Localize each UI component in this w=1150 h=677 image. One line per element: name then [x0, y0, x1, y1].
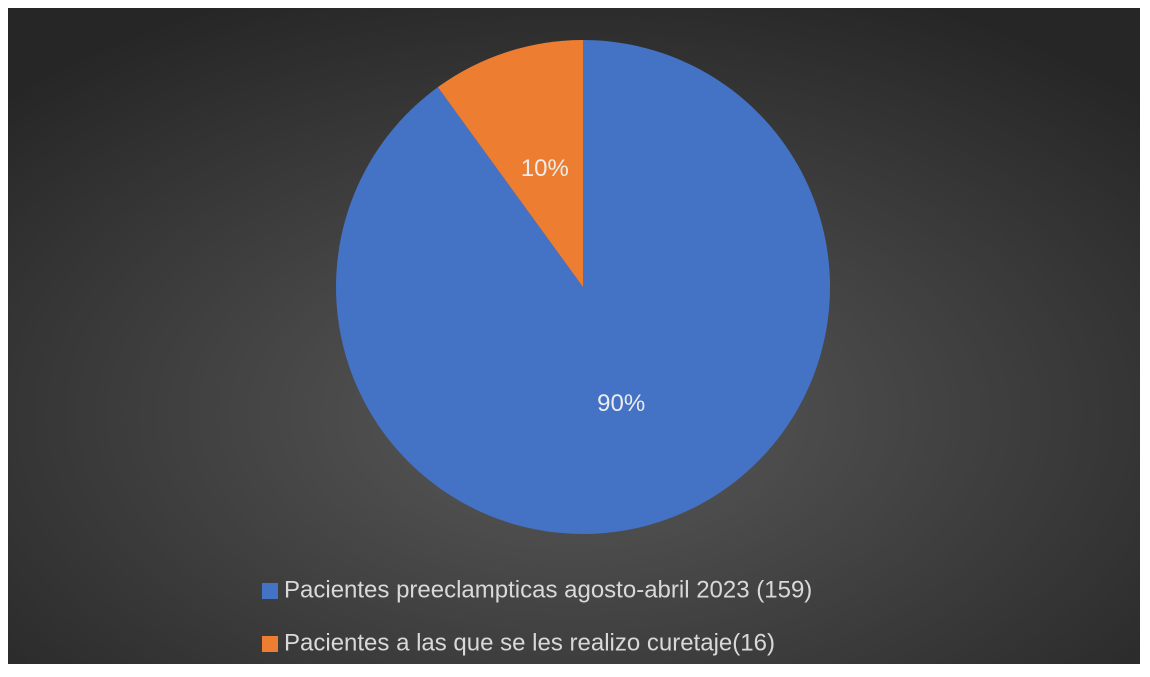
legend-swatch	[262, 583, 278, 599]
legend-label: Pacientes a las que se les realizo curet…	[284, 629, 775, 656]
data-label: 90%	[597, 390, 645, 417]
pie-slice	[437, 40, 583, 287]
data-label: 10%	[521, 155, 569, 182]
pie: 90% 10%	[335, 40, 830, 535]
legend: Pacientes preeclampticas agosto-abril 20…	[262, 576, 812, 656]
legend-swatch	[262, 636, 278, 652]
legend-label: Pacientes preeclampticas agosto-abril 20…	[284, 576, 812, 603]
pie-slice	[335, 40, 830, 535]
